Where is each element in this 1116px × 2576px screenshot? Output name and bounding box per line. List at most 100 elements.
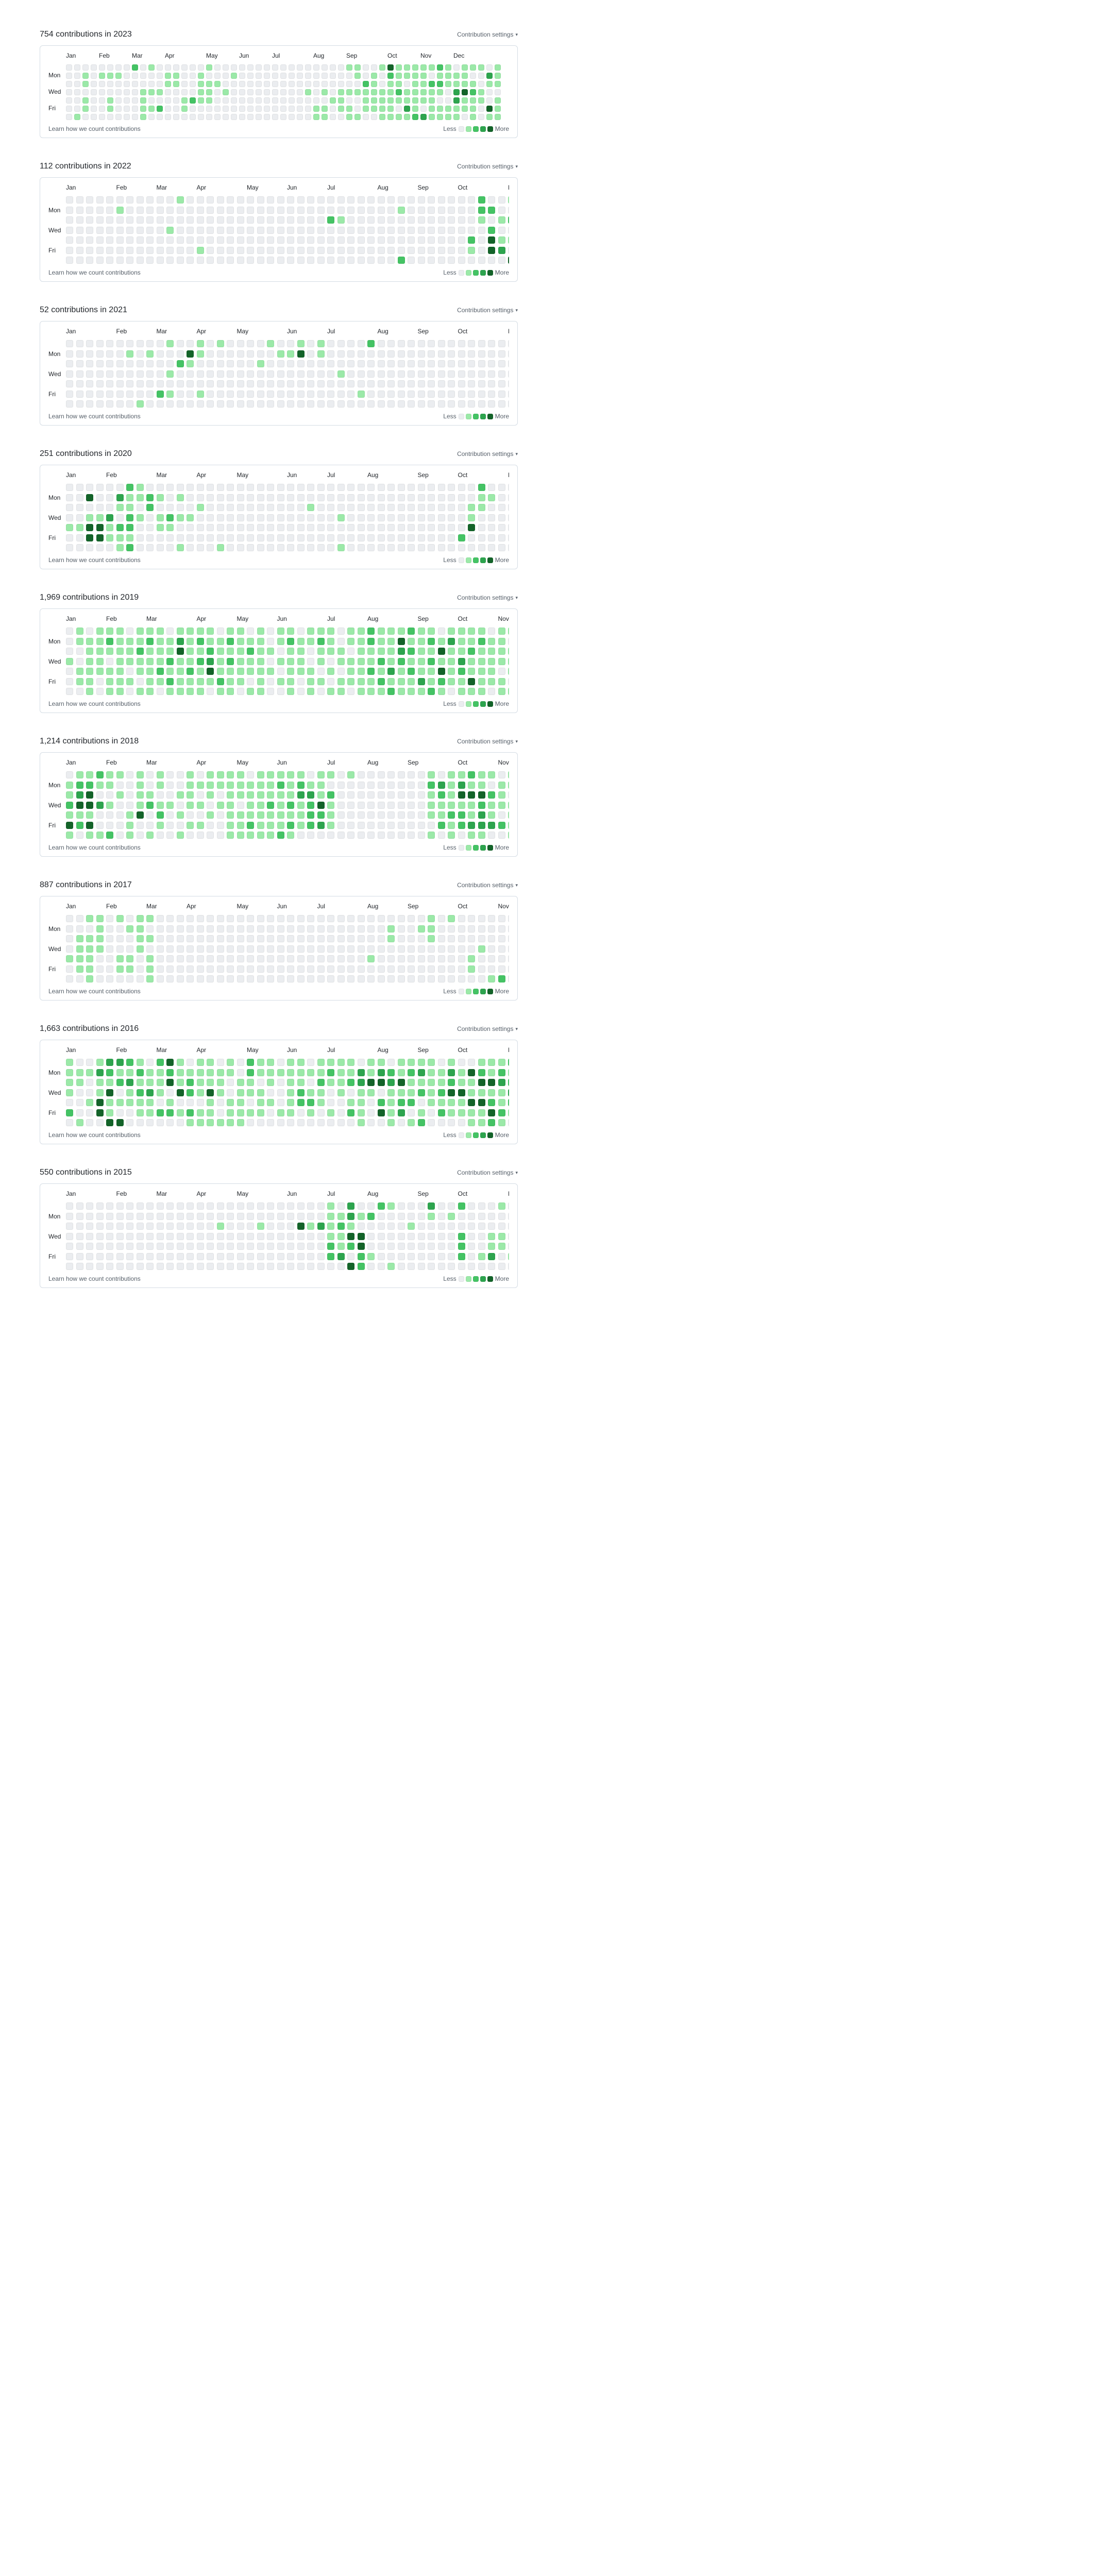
contribution-cell[interactable] — [166, 688, 174, 695]
contribution-cell[interactable] — [357, 380, 365, 387]
contribution-cell[interactable] — [317, 1079, 325, 1086]
contribution-cell[interactable] — [76, 1232, 83, 1240]
contribution-cell[interactable] — [412, 114, 418, 120]
contribution-cell[interactable] — [227, 1252, 234, 1260]
contribution-cell[interactable] — [76, 257, 83, 264]
contribution-cell[interactable] — [437, 534, 445, 541]
contribution-cell[interactable] — [437, 81, 443, 87]
contribution-cell[interactable] — [387, 544, 395, 551]
contribution-cell[interactable] — [428, 246, 435, 254]
contribution-cell[interactable] — [257, 1202, 264, 1210]
contribution-cell[interactable] — [207, 524, 214, 531]
contribution-cell[interactable] — [176, 1109, 184, 1116]
contribution-cell[interactable] — [417, 370, 425, 378]
contribution-cell[interactable] — [146, 340, 154, 347]
contribution-cell[interactable] — [216, 688, 224, 695]
contribution-cell[interactable] — [417, 1212, 425, 1220]
contribution-cell[interactable] — [96, 340, 104, 347]
contribution-cell[interactable] — [207, 504, 214, 511]
contribution-cell[interactable] — [297, 1252, 305, 1260]
contribution-cell[interactable] — [404, 106, 410, 112]
contribution-cell[interactable] — [367, 935, 375, 942]
contribution-cell[interactable] — [486, 73, 493, 79]
contribution-cell[interactable] — [136, 544, 144, 551]
contribution-cell[interactable] — [287, 196, 294, 204]
contribution-cell[interactable] — [256, 106, 262, 112]
contribution-cell[interactable] — [96, 360, 104, 367]
contribution-cell[interactable] — [347, 965, 354, 973]
contribution-cell[interactable] — [96, 945, 104, 953]
contribution-cell[interactable] — [156, 1059, 164, 1066]
contribution-cell[interactable] — [468, 1099, 475, 1106]
contribution-cell[interactable] — [207, 791, 214, 799]
contribution-cell[interactable] — [146, 1119, 154, 1126]
contribution-cell[interactable] — [76, 1089, 83, 1096]
contribution-cell[interactable] — [227, 1099, 234, 1106]
contribution-cell[interactable] — [196, 380, 204, 387]
contribution-cell[interactable] — [397, 1079, 405, 1086]
contribution-cell[interactable] — [498, 400, 505, 408]
contribution-cell[interactable] — [367, 821, 375, 829]
contribution-cell[interactable] — [181, 97, 188, 104]
contribution-cell[interactable] — [287, 504, 294, 511]
contribution-cell[interactable] — [187, 1252, 194, 1260]
contribution-cell[interactable] — [236, 1089, 244, 1096]
contribution-cell[interactable] — [74, 81, 80, 87]
contribution-cell[interactable] — [216, 975, 224, 982]
contribution-cell[interactable] — [277, 1212, 284, 1220]
contribution-cell[interactable] — [280, 73, 286, 79]
contribution-cell[interactable] — [357, 657, 365, 665]
contribution-cell[interactable] — [277, 945, 284, 953]
contribution-cell[interactable] — [377, 821, 385, 829]
contribution-cell[interactable] — [247, 257, 254, 264]
contribution-cell[interactable] — [408, 257, 415, 264]
contribution-cell[interactable] — [96, 1119, 104, 1126]
contribution-cell[interactable] — [247, 97, 253, 104]
contribution-cell[interactable] — [437, 97, 443, 104]
contribution-cell[interactable] — [176, 1069, 184, 1076]
contribution-cell[interactable] — [417, 1119, 425, 1126]
contribution-cell[interactable] — [437, 340, 445, 347]
contribution-cell[interactable] — [227, 657, 234, 665]
contribution-cell[interactable] — [387, 390, 395, 398]
contribution-cell[interactable] — [272, 97, 278, 104]
contribution-cell[interactable] — [66, 1119, 73, 1126]
contribution-cell[interactable] — [267, 196, 274, 204]
contribution-cell[interactable] — [76, 226, 83, 234]
contribution-cell[interactable] — [437, 1079, 445, 1086]
contribution-cell[interactable] — [367, 236, 375, 244]
contribution-cell[interactable] — [76, 811, 83, 819]
contribution-cell[interactable] — [478, 945, 485, 953]
contribution-cell[interactable] — [297, 1089, 305, 1096]
contribution-cell[interactable] — [317, 1243, 325, 1250]
contribution-cell[interactable] — [146, 648, 154, 655]
contribution-cell[interactable] — [187, 1119, 194, 1126]
contribution-cell[interactable] — [468, 955, 475, 962]
contribution-cell[interactable] — [317, 514, 325, 521]
contribution-cell[interactable] — [488, 226, 495, 234]
contribution-cell[interactable] — [297, 1109, 305, 1116]
contribution-cell[interactable] — [417, 791, 425, 799]
contribution-cell[interactable] — [76, 494, 83, 501]
contribution-cell[interactable] — [428, 236, 435, 244]
contribution-cell[interactable] — [377, 1232, 385, 1240]
contribution-cell[interactable] — [508, 628, 509, 635]
contribution-cell[interactable] — [136, 504, 144, 511]
contribution-cell[interactable] — [216, 226, 224, 234]
contribution-cell[interactable] — [176, 246, 184, 254]
contribution-cell[interactable] — [337, 925, 345, 933]
contribution-cell[interactable] — [357, 1089, 365, 1096]
contribution-cell[interactable] — [126, 350, 133, 358]
contribution-cell[interactable] — [488, 484, 495, 491]
contribution-cell[interactable] — [297, 370, 305, 378]
contribution-cell[interactable] — [508, 380, 509, 387]
contribution-cell[interactable] — [408, 1109, 415, 1116]
contribution-cell[interactable] — [257, 257, 264, 264]
contribution-cell[interactable] — [307, 504, 314, 511]
contribution-cell[interactable] — [216, 801, 224, 809]
contribution-cell[interactable] — [307, 677, 314, 685]
contribution-cell[interactable] — [508, 1263, 509, 1270]
contribution-cell[interactable] — [337, 628, 345, 635]
contribution-cell[interactable] — [327, 534, 334, 541]
contribution-cell[interactable] — [367, 677, 375, 685]
